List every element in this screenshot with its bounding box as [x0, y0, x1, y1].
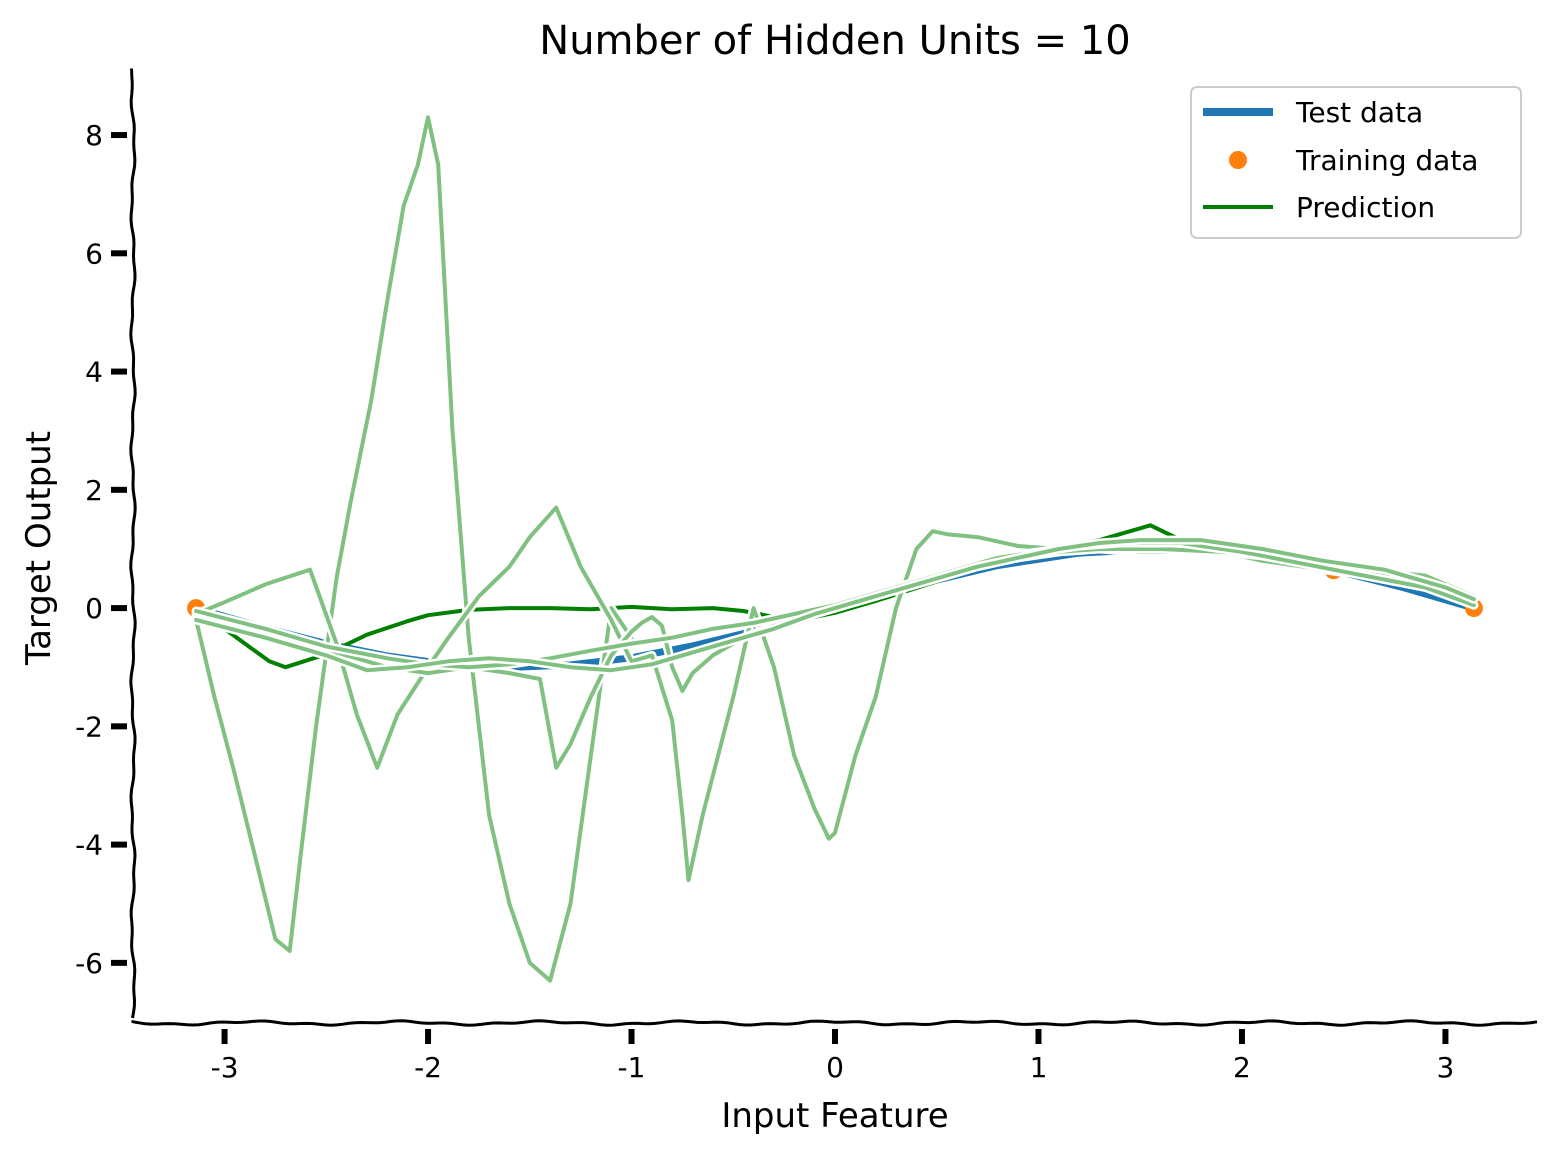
legend-label: Prediction	[1296, 191, 1435, 224]
y-axis-spine	[129, 68, 137, 1019]
y-axis-label: Target Output	[19, 431, 59, 666]
y-tick-label: 4	[85, 356, 103, 389]
y-tick-label: 8	[85, 119, 103, 152]
legend-box	[1190, 86, 1522, 239]
legend-training-marker	[1229, 151, 1247, 169]
y-tick-label: 0	[85, 592, 103, 625]
y-tick-label: 6	[85, 237, 103, 270]
y-tick-label: -2	[75, 710, 103, 743]
legend: Test data Training data Prediction	[1190, 86, 1522, 239]
x-tick-label: -1	[618, 1051, 646, 1084]
y-tick-label: -6	[75, 947, 103, 980]
chart-title: Number of Hidden Units = 10	[539, 18, 1130, 64]
sample-prediction-line-5	[194, 538, 1476, 673]
x-axis-label: Input Feature	[721, 1096, 948, 1136]
x-tick-label: 2	[1233, 1051, 1251, 1084]
x-tick-label: 0	[826, 1051, 844, 1084]
legend-label: Test data	[1295, 96, 1423, 129]
sample-prediction-line-1	[194, 115, 634, 983]
y-tick-label: 2	[85, 474, 103, 507]
axes: -3 -2 -1 0 1 2 3 -6 -4 -2 0 2 4 6 8	[75, 68, 1538, 1084]
x-tick-label: -3	[211, 1051, 239, 1084]
legend-label: Training data	[1295, 144, 1478, 177]
x-tick-label: 3	[1437, 1051, 1455, 1084]
y-tick-label: -4	[75, 829, 103, 862]
x-tick-label: -2	[414, 1051, 442, 1084]
x-axis-spine	[131, 1019, 1538, 1027]
x-tick-label: 1	[1030, 1051, 1048, 1084]
series-layer	[187, 112, 1483, 986]
